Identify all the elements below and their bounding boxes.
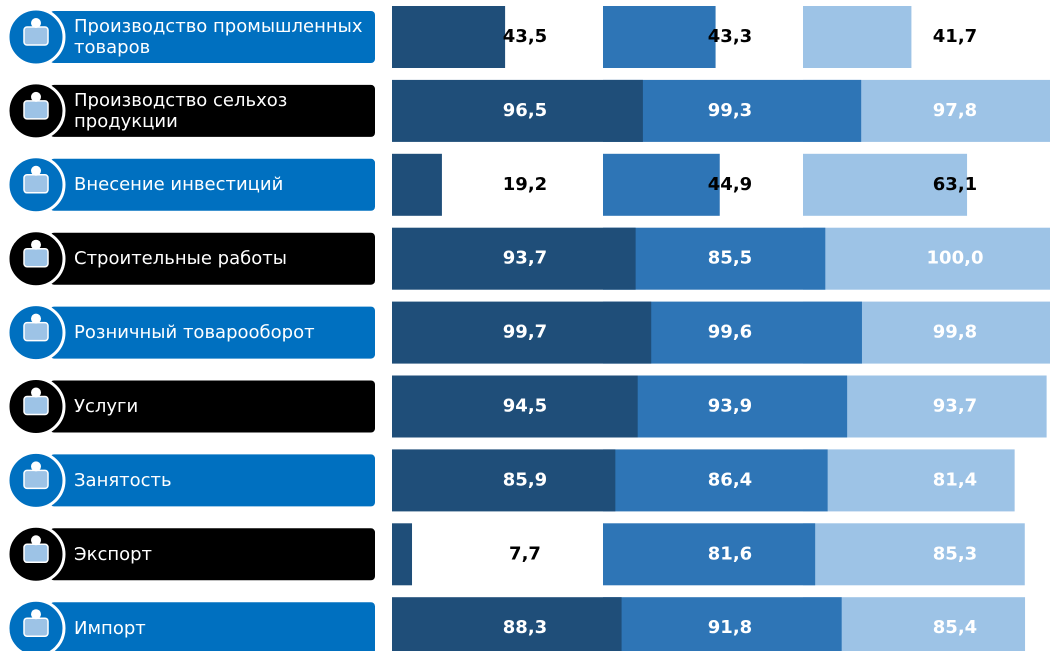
bar (603, 449, 828, 512)
category-label: Внесение инвестиций (74, 174, 284, 196)
value-label: 93,9 (708, 396, 752, 417)
value-label: 7,7 (509, 543, 541, 564)
value-label: 99,6 (708, 322, 752, 343)
bar (603, 597, 842, 651)
value-label: 85,5 (708, 248, 752, 269)
category-box (50, 454, 375, 507)
bar (803, 449, 1015, 512)
value-label: 81,4 (933, 469, 977, 490)
category-label: Строительные работы (74, 248, 287, 270)
value-label: 97,8 (933, 100, 977, 121)
value-label: 91,8 (708, 617, 752, 638)
category-box (50, 602, 375, 651)
value-label: 99,8 (933, 322, 977, 343)
bar (392, 375, 638, 438)
value-label: 85,3 (933, 543, 977, 564)
bar (603, 153, 720, 216)
category-box (50, 306, 375, 359)
bar (392, 227, 636, 290)
bar (603, 523, 816, 586)
icon (23, 543, 49, 564)
icon-detail (31, 461, 41, 472)
icon (23, 395, 49, 416)
value-label: 81,6 (708, 543, 752, 564)
bar (392, 523, 413, 586)
category-box (50, 528, 375, 581)
bar (392, 449, 616, 512)
category-label: Занятость (74, 469, 172, 491)
bar (392, 597, 622, 651)
bar (803, 6, 912, 68)
value-label: 99,3 (708, 100, 752, 121)
bar (603, 79, 862, 142)
value-label: 44,9 (708, 174, 752, 195)
bar (392, 79, 643, 142)
category-box (50, 380, 375, 433)
value-label: 94,5 (503, 396, 547, 417)
bar (603, 375, 848, 438)
icon (23, 100, 49, 120)
icon (23, 247, 49, 268)
icon-detail (31, 165, 41, 176)
value-label: 86,4 (708, 469, 752, 490)
icon-detail (31, 239, 41, 250)
icon (23, 321, 49, 342)
bar (803, 227, 1050, 290)
icon-detail (31, 535, 41, 546)
category-label: Услуги (74, 396, 139, 417)
icon-detail (31, 387, 41, 398)
icon-detail (31, 609, 41, 620)
value-label: 93,7 (933, 396, 977, 417)
value-label: 41,7 (933, 26, 977, 47)
value-label: 96,5 (503, 100, 547, 121)
icon (23, 174, 49, 194)
icon-detail (31, 313, 41, 324)
bar (392, 301, 652, 364)
value-label: 43,5 (503, 26, 547, 47)
category-label: Розничный товарооборот (74, 322, 315, 344)
category-box (50, 84, 375, 137)
icon (23, 469, 49, 490)
bar (803, 523, 1025, 586)
value-label: 43,3 (708, 26, 752, 47)
bar (803, 153, 968, 216)
bar (392, 153, 442, 216)
category-box (50, 158, 375, 211)
value-label: 88,3 (503, 617, 547, 638)
category-label: Производство сельхоз продукции (74, 89, 288, 132)
value-label: 19,2 (503, 174, 547, 195)
bar (603, 6, 716, 68)
bar (603, 227, 826, 290)
value-label: 85,9 (503, 469, 547, 490)
icon (23, 26, 49, 46)
value-label: 100,0 (927, 248, 984, 269)
category-label: Производство промышленных товаров (74, 16, 363, 58)
value-label: 99,7 (503, 322, 547, 343)
icon-detail (31, 18, 41, 28)
category-box (50, 232, 375, 285)
category-label: Импорт (74, 617, 146, 639)
value-label: 63,1 (933, 174, 977, 195)
value-label: 85,4 (933, 617, 977, 638)
category-box (50, 11, 375, 63)
icon (23, 617, 49, 637)
category-label: Экспорт (74, 543, 153, 565)
icon-detail (31, 91, 41, 102)
bar (392, 6, 506, 68)
value-label: 93,7 (503, 248, 547, 269)
